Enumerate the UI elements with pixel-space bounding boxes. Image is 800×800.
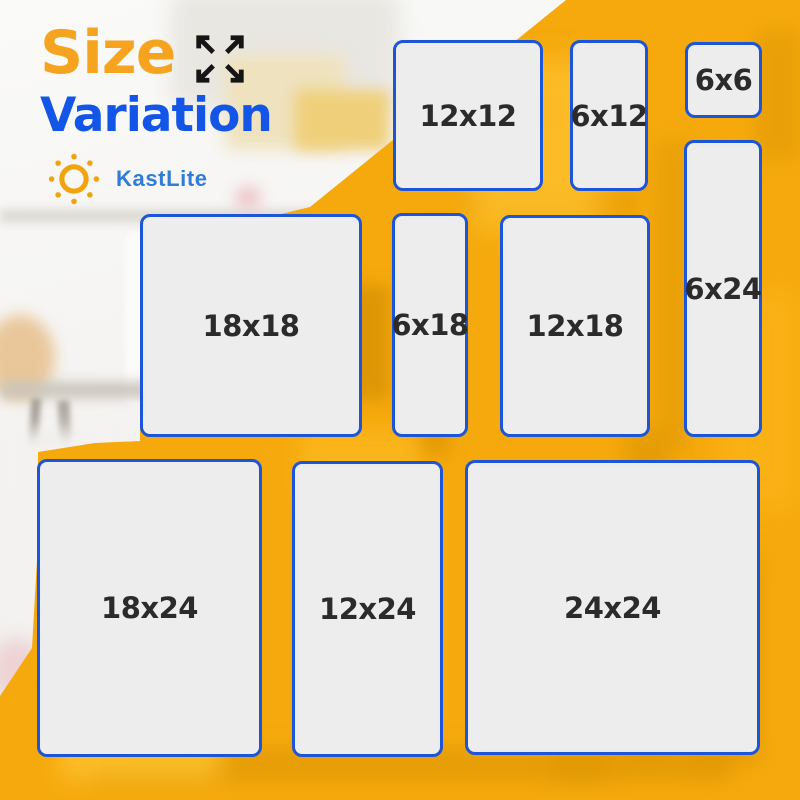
size-panel-12x12: 12x12: [393, 40, 543, 191]
sun-icon: [48, 153, 100, 205]
photo-blob: [295, 90, 390, 150]
size-label: 6x24: [684, 271, 762, 306]
size-label: 12x12: [419, 98, 517, 133]
size-panel-6x18: 6x18: [391, 213, 469, 437]
photo-blob: [0, 382, 160, 398]
size-panel-6x12: 6x12: [570, 40, 648, 191]
title-word-size: Size: [40, 18, 176, 88]
size-panel-6x24: 6x24: [684, 140, 762, 437]
photo-blob: [0, 315, 55, 400]
expand-arrows-icon: [196, 35, 245, 83]
size-panel-6x6: 6x6: [685, 42, 762, 118]
size-label: 6x18: [391, 308, 469, 342]
size-label: 18x24: [101, 591, 198, 625]
brand-name: KastLite: [116, 166, 208, 191]
size-panel-12x18: 12x18: [500, 215, 650, 437]
yellow-streak: [460, 195, 640, 213]
size-label: 24x24: [564, 590, 661, 625]
size-panel-24x24: 24x24: [465, 460, 760, 755]
size-panel-18x24: 18x24: [37, 459, 262, 757]
size-panel-12x24: 12x24: [292, 461, 443, 757]
title-word-variation: Variation: [40, 88, 273, 143]
brand-logo: KastLite: [46, 151, 272, 207]
size-label: 12x24: [319, 592, 416, 626]
size-label: 18x18: [202, 308, 300, 343]
title-block: Size Variation: [40, 18, 273, 207]
size-label: 6x12: [570, 98, 648, 133]
size-panel-18x18: 18x18: [140, 214, 362, 437]
size-label: 6x6: [694, 63, 753, 97]
size-label: 12x18: [526, 309, 624, 343]
